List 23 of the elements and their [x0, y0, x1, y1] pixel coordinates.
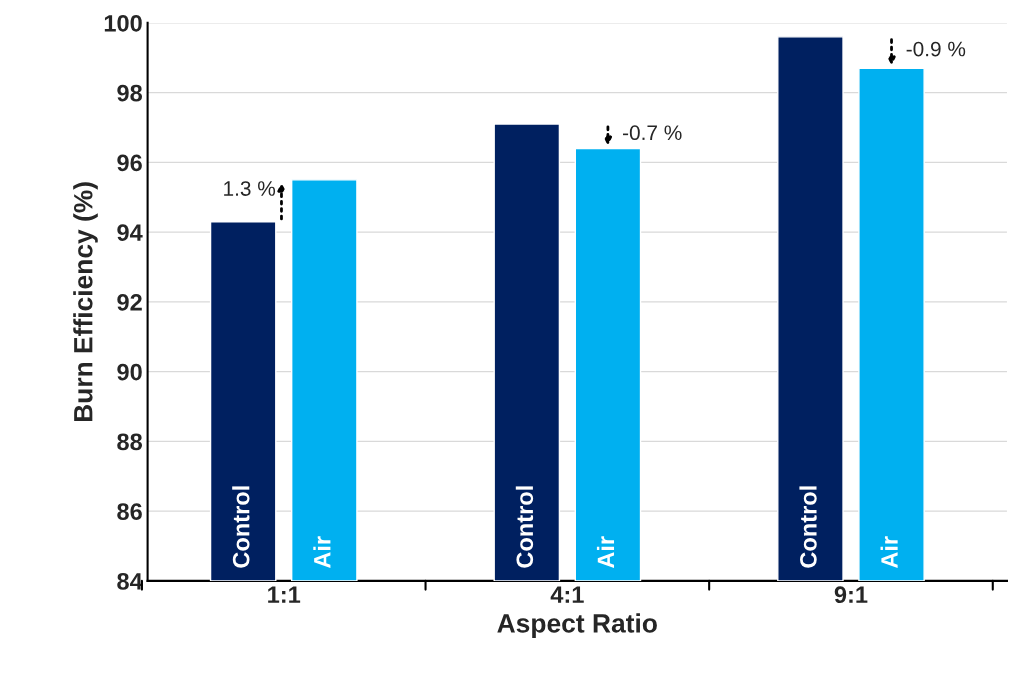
- y-tick-label: 92: [117, 293, 142, 311]
- x-tick-label: 9:1: [834, 586, 868, 604]
- series-label: Air: [313, 536, 331, 569]
- x-tick-label: 4:1: [550, 586, 584, 603]
- y-tick-label: 88: [117, 433, 143, 451]
- text: Control: [799, 486, 817, 568]
- text: Control: [515, 486, 534, 568]
- annotation: -0.7 %: [623, 125, 682, 141]
- y-tick-label: 96: [117, 154, 142, 172]
- x-axis-title: Aspect Ratio: [497, 613, 657, 638]
- text: Air: [880, 536, 898, 569]
- y-tick-label: 90: [117, 363, 142, 381]
- series-label: Control: [232, 486, 250, 568]
- y-tick-label: 100: [104, 14, 142, 32]
- text: Air: [596, 536, 615, 569]
- y-tick-label: 98: [117, 84, 143, 102]
- y-axis-title: Burn Efficiency (%): [73, 182, 98, 422]
- y-tick-label: 84: [117, 572, 143, 590]
- annotation: 1.3 %: [224, 181, 276, 196]
- y-tick-label: 94: [117, 224, 143, 241]
- annotation: -0.9 %: [906, 41, 966, 57]
- y-tick-label: 86: [117, 503, 142, 520]
- x-tick-label: 1:1: [268, 586, 301, 603]
